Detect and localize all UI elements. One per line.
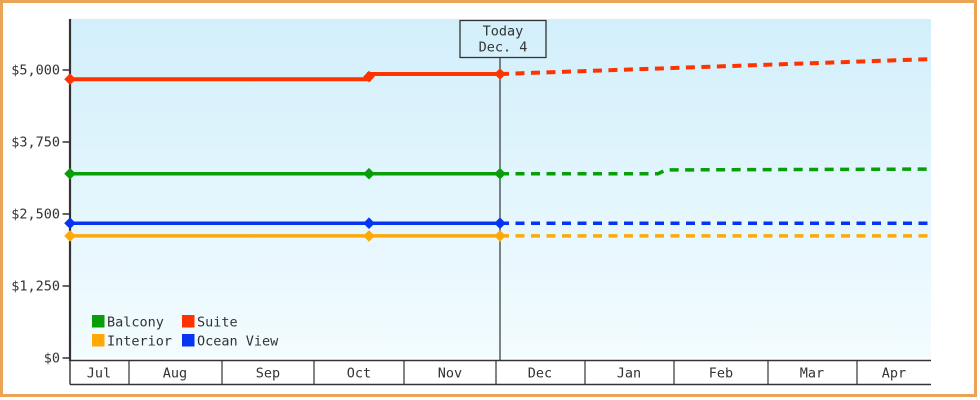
series-ocean-view-marker bbox=[494, 217, 506, 229]
series-interior-marker bbox=[363, 230, 375, 242]
legend-swatch-ocean-view bbox=[182, 334, 195, 347]
y-axis-label: $5,000 bbox=[11, 63, 60, 79]
legend-swatch-balcony bbox=[92, 315, 105, 328]
month-label: Jan bbox=[617, 366, 641, 382]
legend-swatch-interior bbox=[92, 334, 105, 347]
month-label: Aug bbox=[163, 366, 187, 382]
series-balcony-forecast-line bbox=[500, 167, 931, 176]
month-label: Nov bbox=[438, 366, 462, 382]
y-axis-label: $0 bbox=[44, 351, 60, 367]
series-interior-marker bbox=[494, 230, 506, 242]
series-balcony-marker bbox=[64, 167, 76, 180]
today-flag-date: Dec. 4 bbox=[479, 40, 528, 56]
today-flag: Today Dec. 4 bbox=[459, 19, 547, 59]
legend-label-suite: Suite bbox=[197, 315, 238, 331]
month-label: Mar bbox=[800, 366, 824, 382]
series-suite-marker bbox=[64, 73, 76, 85]
series-interior-marker bbox=[64, 230, 76, 242]
series-layer bbox=[64, 57, 931, 242]
legend-swatch-suite bbox=[182, 315, 195, 328]
y-axis-ticks bbox=[62, 69, 70, 359]
month-label: Oct bbox=[347, 366, 371, 382]
legend-label-interior: Interior bbox=[107, 334, 172, 350]
series-ocean-view-marker bbox=[363, 217, 375, 229]
y-axis-label: $3,750 bbox=[11, 135, 60, 151]
series-balcony-marker bbox=[494, 167, 506, 180]
month-label: Sep bbox=[256, 366, 280, 382]
month-label: Jul bbox=[87, 366, 111, 382]
y-axis-label: $2,500 bbox=[11, 207, 60, 223]
month-label: Dec bbox=[528, 366, 552, 382]
legend-label-balcony: Balcony bbox=[107, 315, 164, 331]
y-axis-labels: $0 $1,250 $2,500 $3,750 $5,000 bbox=[11, 63, 60, 367]
month-label: Apr bbox=[882, 366, 906, 382]
month-axis: Jul Aug Sep Oct Nov Dec Jan Feb Mar Apr bbox=[69, 359, 931, 386]
legend-label-ocean-view: Ocean View bbox=[197, 334, 279, 350]
today-flag-label: Today bbox=[483, 24, 524, 40]
series-suite-marker bbox=[494, 68, 506, 80]
series-ocean-view-marker bbox=[64, 217, 76, 229]
series-balcony-marker bbox=[363, 167, 375, 180]
legend: Balcony Suite Interior Ocean View bbox=[92, 315, 279, 350]
today-flag-box bbox=[459, 19, 547, 59]
y-axis-label: $1,250 bbox=[11, 279, 60, 295]
series-suite-forecast-line bbox=[499, 57, 931, 76]
series-suite-marker bbox=[363, 70, 375, 83]
month-label: Feb bbox=[709, 366, 733, 382]
